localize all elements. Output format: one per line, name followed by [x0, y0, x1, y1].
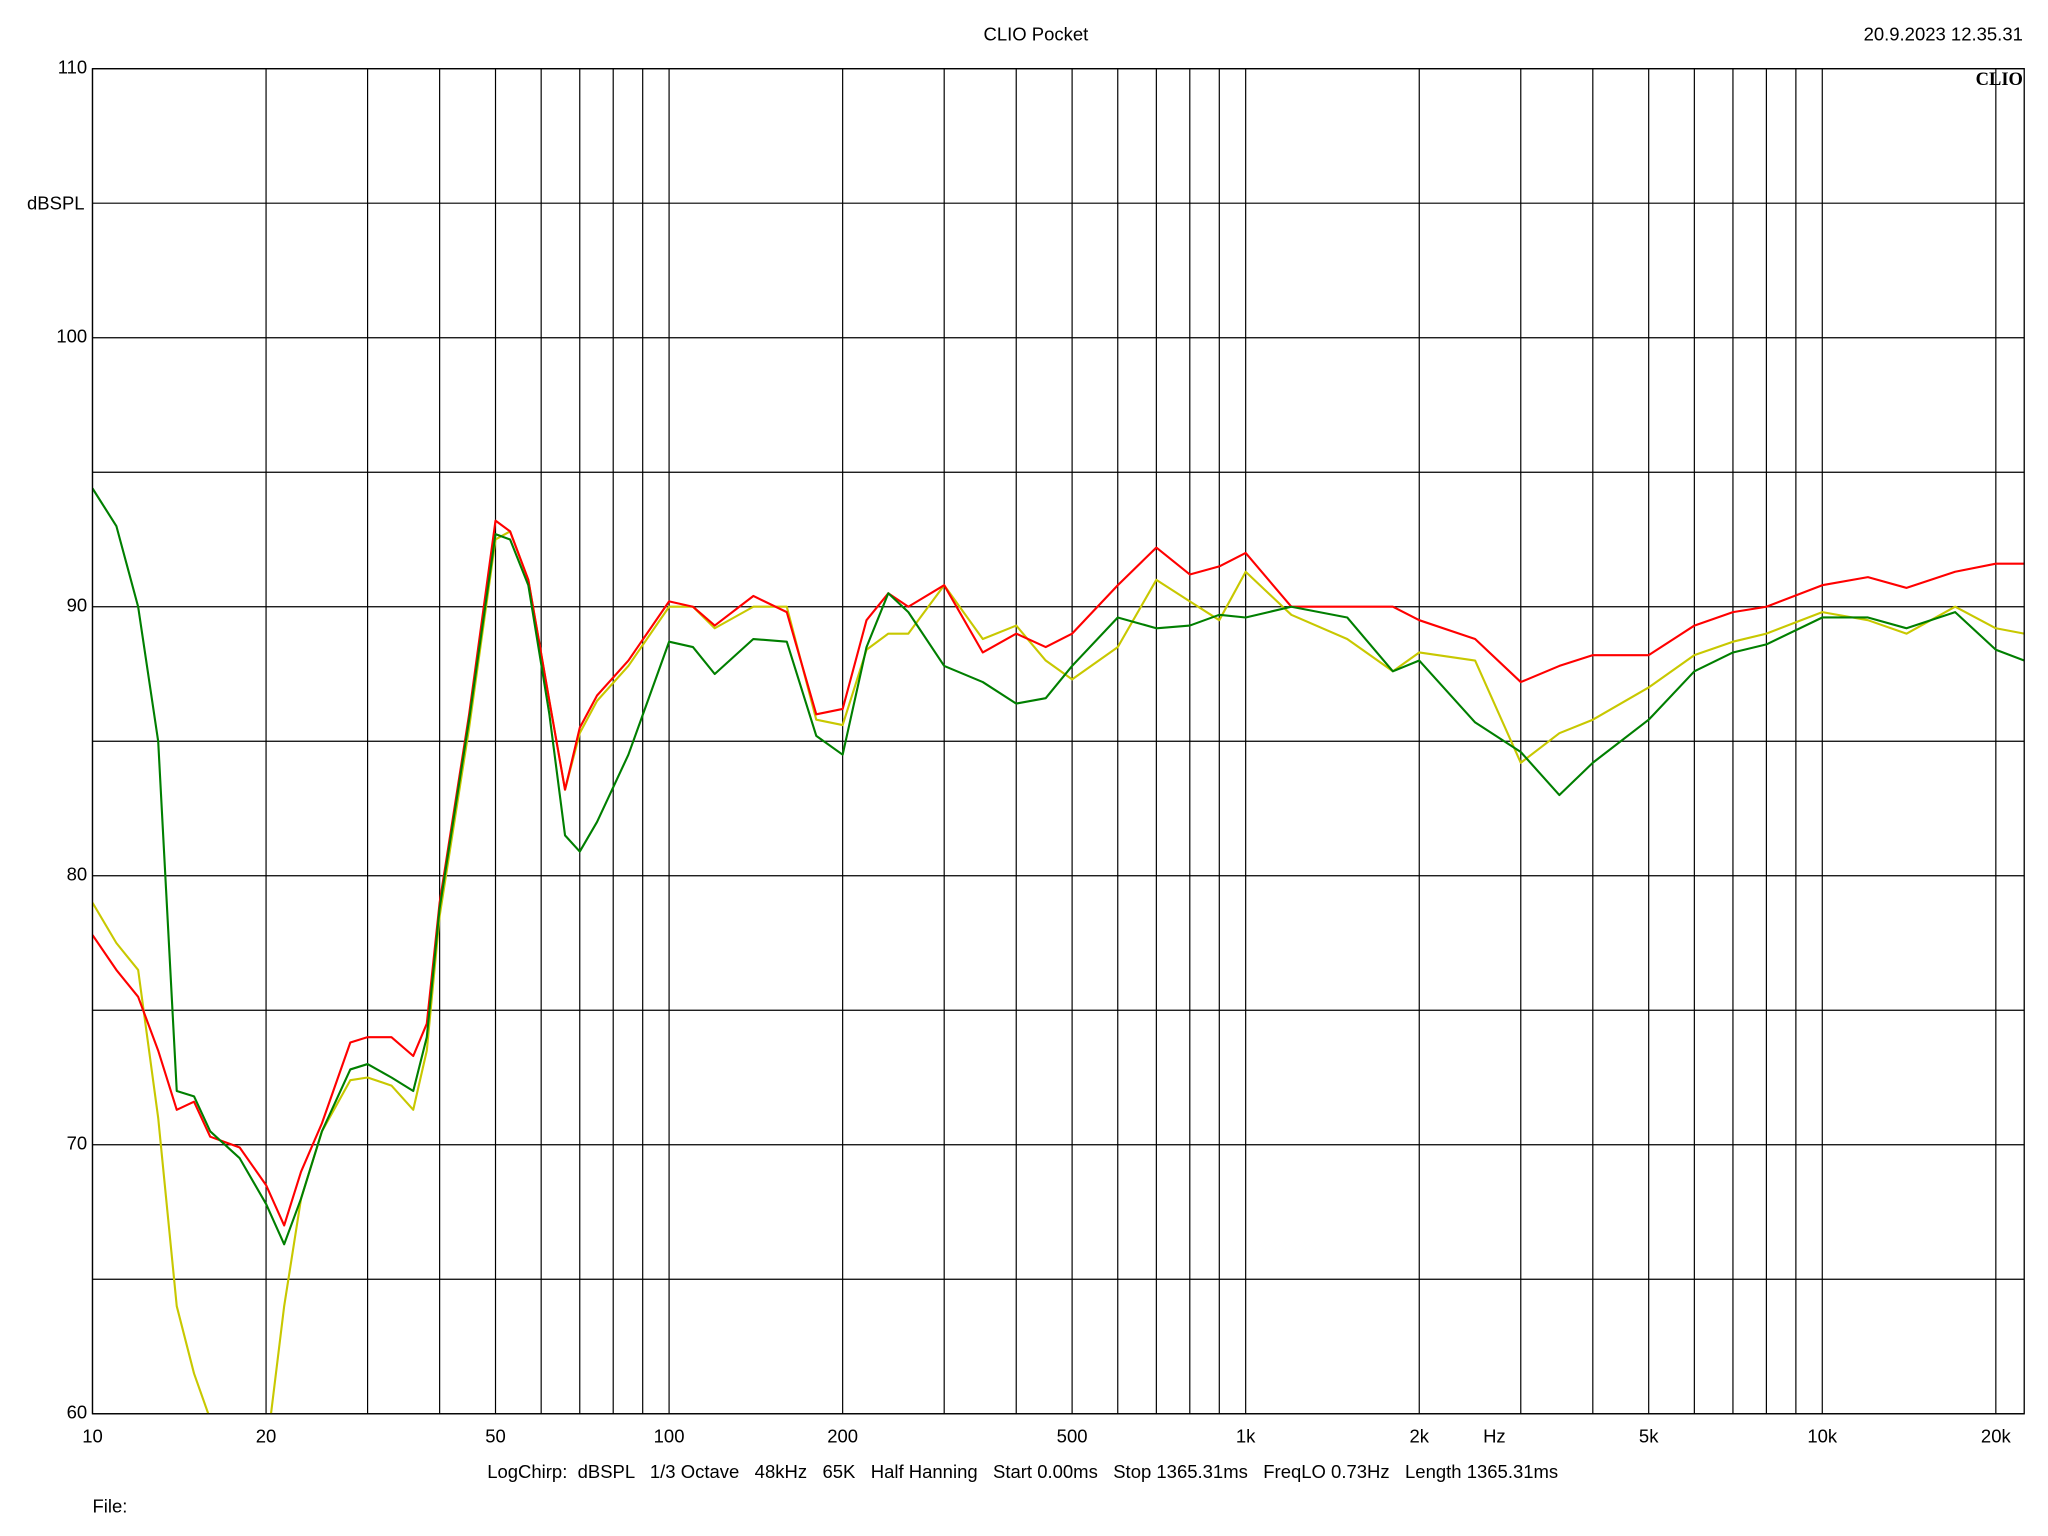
x-tick-label: 200	[827, 1425, 858, 1446]
x-tick-label: 20k	[1981, 1425, 2012, 1446]
x-tick-label: 5k	[1639, 1425, 1659, 1446]
x-tick-label: 500	[1057, 1425, 1088, 1446]
plot-area	[92, 487, 2025, 1414]
x-tick-label: 10	[82, 1425, 103, 1446]
y-axis-label: dBSPL	[27, 193, 85, 214]
x-tick-label: 1k	[1236, 1425, 1256, 1446]
chart-title: CLIO Pocket	[983, 24, 1088, 45]
file-label: File:	[92, 1495, 127, 1516]
x-axis-label: Hz	[1483, 1425, 1506, 1446]
footer: LogChirp: dBSPL 1/3 Octave 48kHz 65K Hal…	[487, 1461, 1558, 1482]
y-tick-label: 80	[67, 864, 88, 885]
plot-frame	[91, 68, 2025, 1415]
y-tick-label: 60	[67, 1402, 88, 1423]
y-tick-label: 100	[56, 326, 87, 347]
y-tick-label: 90	[67, 595, 88, 616]
response-curve	[92, 530, 2025, 1414]
x-tick-label: 100	[654, 1425, 685, 1446]
x-tick-label: 2k	[1409, 1425, 1429, 1446]
grid	[91, 68, 2025, 1415]
x-tick-label: 20	[256, 1425, 277, 1446]
response-curve	[92, 487, 2025, 1246]
logo: CLIO	[1976, 69, 2023, 89]
y-tick-label: 110	[58, 57, 87, 78]
x-tick-label: 50	[485, 1425, 506, 1446]
timestamp: 20.9.2023 12.35.31	[1864, 24, 2023, 45]
x-tick-label: 10k	[1807, 1425, 1838, 1446]
response-curve	[92, 519, 2025, 1227]
y-tick-label: 70	[67, 1133, 88, 1154]
